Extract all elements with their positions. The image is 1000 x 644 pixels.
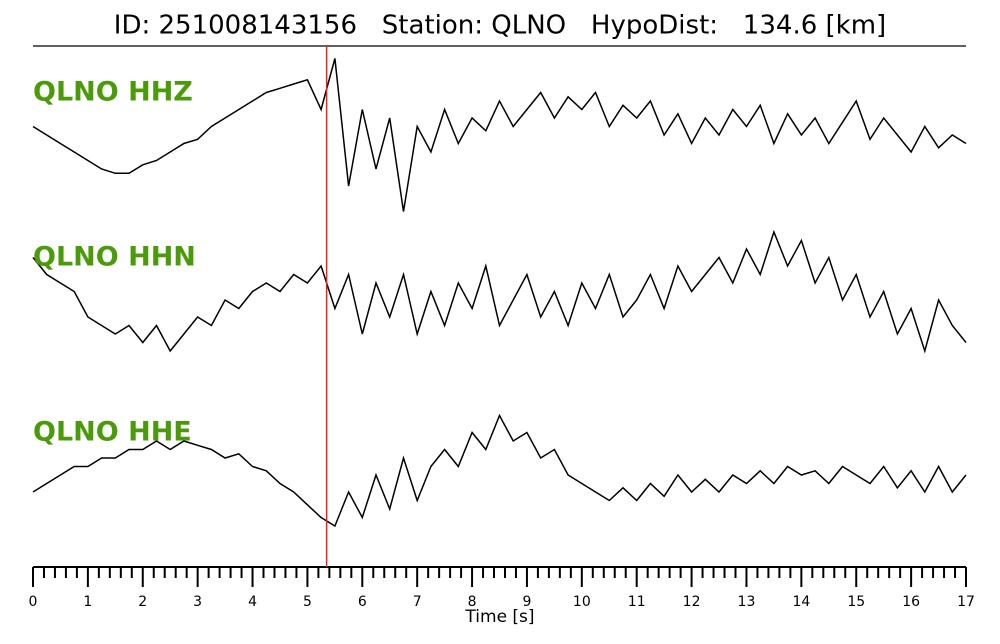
x-axis-label: Time [s] [464,607,534,627]
x-tick-label: 4 [248,594,257,610]
x-tick-label: 8 [468,594,477,610]
x-tick-label: 2 [138,594,147,610]
trace-label: QLNO HHE [33,417,192,448]
x-tick-label: 11 [628,594,646,610]
chart-title: ID: 251008143156 Station: QLNO HypoDist:… [114,11,886,41]
x-tick-label: 7 [413,594,422,610]
x-tick-label: 1 [83,594,92,610]
x-tick-label: 13 [738,594,756,610]
x-tick-label: 14 [792,594,810,610]
x-tick-label: 3 [193,594,202,610]
x-tick-label: 5 [303,594,312,610]
x-tick-label: 0 [29,594,38,610]
x-tick-label: 10 [573,594,591,610]
trace [32,229,967,354]
x-tick-label: 16 [902,594,920,610]
trace [32,413,967,528]
x-tick-label: 15 [847,594,865,610]
x-tick-label: 12 [683,594,701,610]
trace-label: QLNO HHN [33,242,196,273]
trace [32,58,967,212]
x-tick-label: 6 [358,594,367,610]
x-tick-label: 9 [522,594,531,610]
x-tick-label: 17 [957,594,975,610]
trace-label: QLNO HHZ [33,77,193,108]
